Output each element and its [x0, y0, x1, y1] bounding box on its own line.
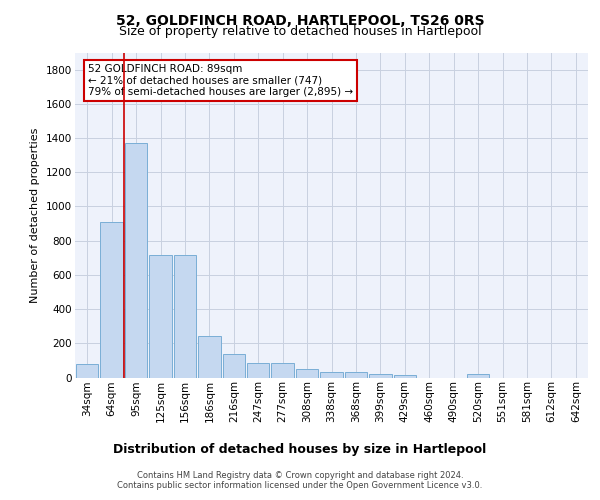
- Bar: [223, 354, 245, 378]
- Text: 52 GOLDFINCH ROAD: 89sqm
← 21% of detached houses are smaller (747)
79% of semi-: 52 GOLDFINCH ROAD: 89sqm ← 21% of detach…: [88, 64, 353, 97]
- Text: 52, GOLDFINCH ROAD, HARTLEPOOL, TS26 0RS: 52, GOLDFINCH ROAD, HARTLEPOOL, TS26 0RS: [116, 14, 484, 28]
- Bar: [296, 369, 319, 378]
- Bar: [198, 336, 221, 378]
- Bar: [344, 372, 367, 378]
- Bar: [100, 222, 123, 378]
- Bar: [369, 374, 392, 378]
- Bar: [320, 372, 343, 378]
- Text: Contains HM Land Registry data © Crown copyright and database right 2024.: Contains HM Land Registry data © Crown c…: [137, 471, 463, 480]
- Bar: [125, 143, 148, 378]
- Bar: [271, 363, 294, 378]
- Bar: [247, 363, 269, 378]
- Bar: [76, 364, 98, 378]
- Text: Contains public sector information licensed under the Open Government Licence v3: Contains public sector information licen…: [118, 481, 482, 490]
- Bar: [394, 375, 416, 378]
- Bar: [149, 255, 172, 378]
- Text: Distribution of detached houses by size in Hartlepool: Distribution of detached houses by size …: [113, 442, 487, 456]
- Bar: [173, 255, 196, 378]
- Text: Size of property relative to detached houses in Hartlepool: Size of property relative to detached ho…: [119, 25, 481, 38]
- Y-axis label: Number of detached properties: Number of detached properties: [31, 128, 40, 302]
- Bar: [467, 374, 490, 378]
